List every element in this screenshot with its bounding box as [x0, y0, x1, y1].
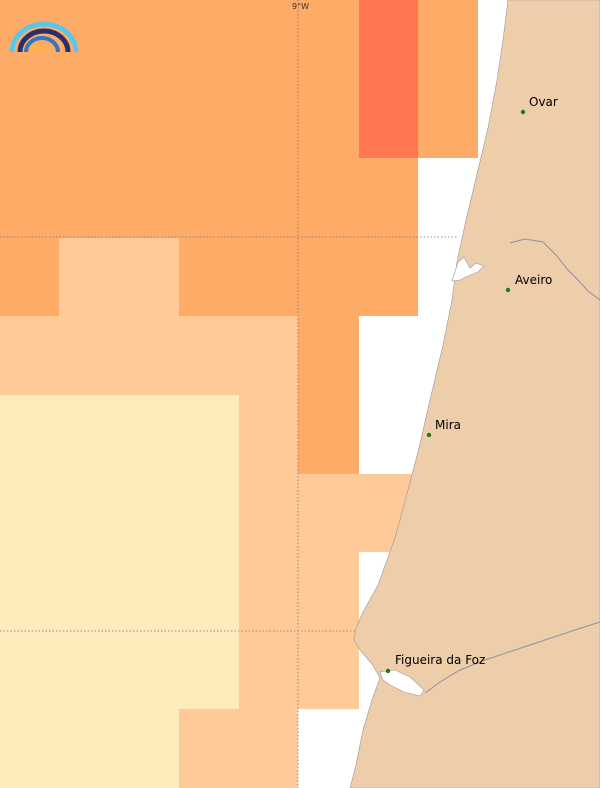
city-label-aveiro: Aveiro: [515, 273, 552, 287]
grid-cell: [0, 709, 179, 788]
grid-cell: [179, 709, 239, 788]
grid-cell: [0, 316, 298, 395]
land-area: [349, 0, 600, 788]
city-label-ovar: Ovar: [529, 95, 558, 109]
longitude-tick-label: 9°W: [292, 2, 309, 11]
river-vouga: [509, 238, 600, 301]
grid-cell: [0, 158, 418, 238]
city-markers: Ovar Aveiro Mira Figueira da Foz: [385, 95, 558, 674]
grid-cell: [239, 395, 298, 788]
grid-cell: [0, 395, 239, 709]
river-mondego: [424, 621, 600, 694]
city-marker-figueira-da-foz[interactable]: [385, 668, 391, 674]
logo-arc-sun: [28, 44, 46, 53]
city-marker-ovar[interactable]: [520, 109, 526, 115]
city-label-mira: Mira: [435, 418, 461, 432]
grid-cell-red: [359, 0, 418, 158]
city-marker-aveiro[interactable]: [505, 287, 511, 293]
grid-cell: [298, 316, 359, 474]
city-marker-mira[interactable]: [426, 432, 432, 438]
logo-icon: [9, 21, 79, 53]
city-label-figueira-da-foz: Figueira da Foz: [395, 653, 485, 667]
aveiro-lagoon: [451, 256, 485, 282]
graticule: [0, 0, 458, 788]
logo-arc-inner: [24, 36, 60, 53]
grid-cell: [179, 238, 418, 316]
logo-arc-middle: [17, 28, 71, 53]
grid-cell: [298, 552, 359, 709]
mondego-estuary: [379, 669, 425, 697]
grid-cell: [59, 238, 179, 316]
grid-cell: [0, 238, 59, 316]
logo-arc-outer: [9, 21, 79, 53]
